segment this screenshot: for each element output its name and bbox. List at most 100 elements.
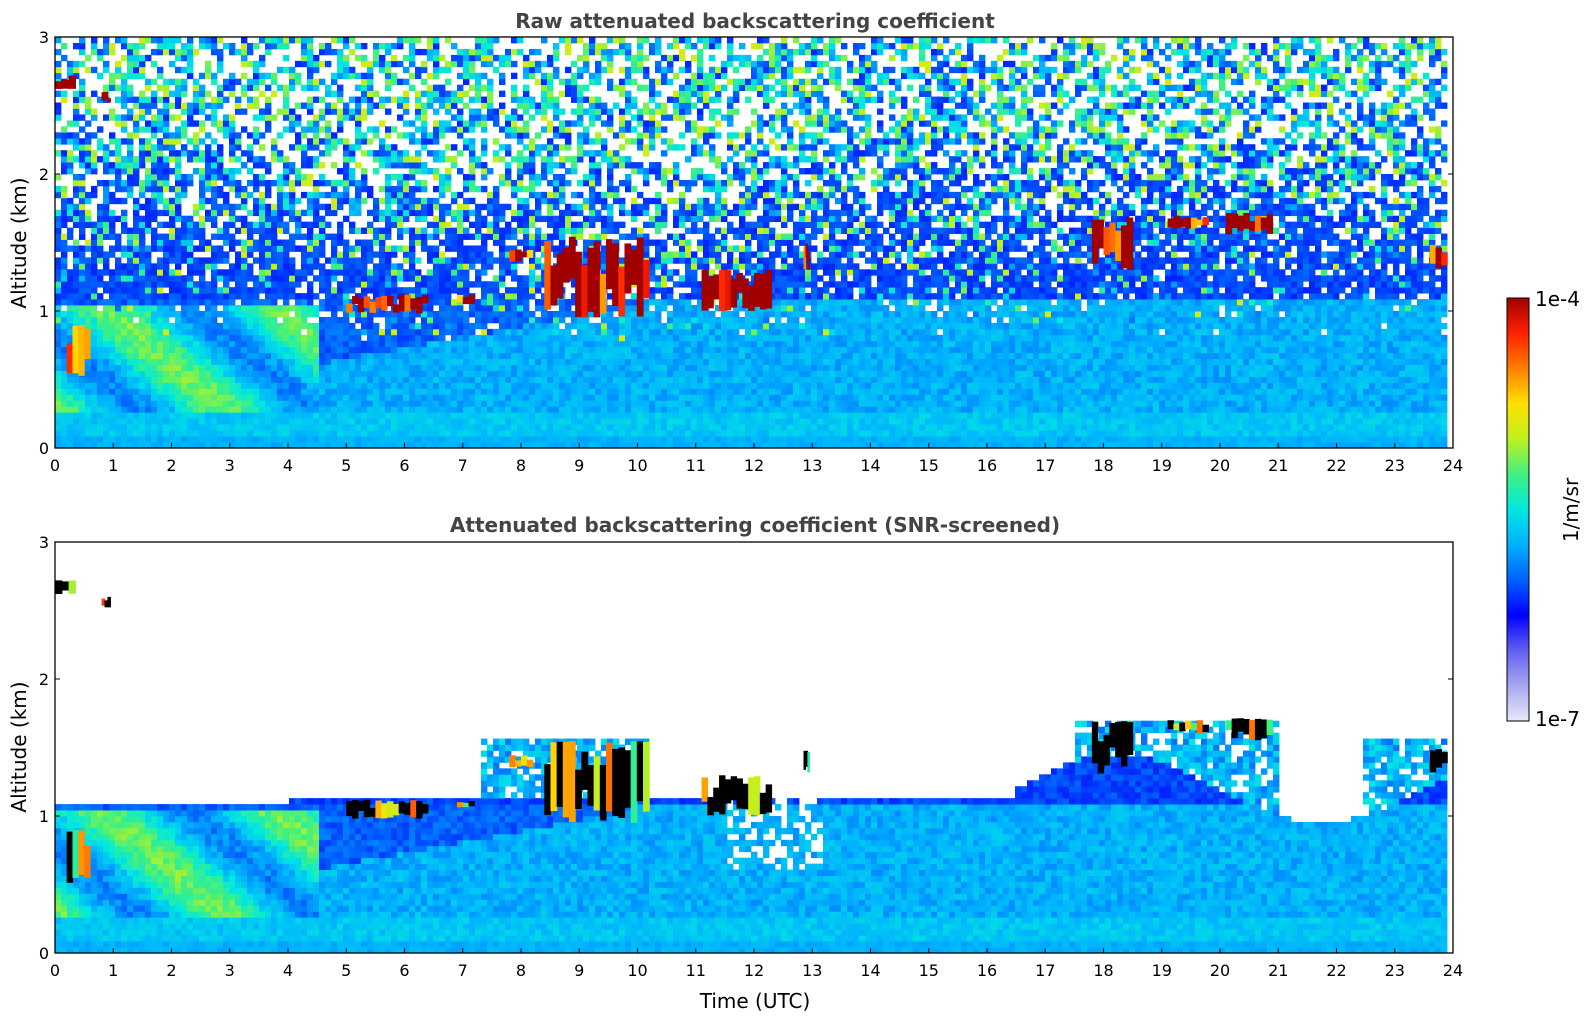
heatmap-cell — [511, 299, 517, 305]
heatmap-cell — [331, 162, 337, 168]
heatmap-cell — [481, 293, 487, 299]
heatmap-cell — [205, 287, 211, 293]
heatmap-cell — [535, 174, 541, 180]
heatmap-cell — [565, 37, 571, 43]
heatmap-cell — [493, 412, 499, 418]
heatmap-cell — [193, 388, 199, 394]
heatmap-cell — [145, 382, 151, 388]
heatmap-cell — [79, 269, 85, 275]
heatmap-cell — [481, 377, 487, 383]
heatmap-cell — [223, 192, 229, 198]
heatmap-cell — [217, 400, 223, 406]
heatmap-cell — [361, 91, 367, 97]
heatmap-cell — [367, 61, 373, 67]
heatmap-cell — [499, 347, 505, 353]
heatmap-cell — [229, 43, 235, 49]
heatmap-cell — [517, 281, 523, 287]
heatmap-cell — [187, 73, 193, 79]
heatmap-cell — [67, 162, 73, 168]
heatmap-cell — [61, 97, 67, 103]
heatmap-cell — [229, 436, 235, 442]
heatmap-cell — [61, 257, 67, 263]
heatmap-cell — [367, 418, 373, 424]
heatmap-cell — [187, 67, 193, 73]
heatmap-cell — [277, 394, 283, 400]
heatmap-cell — [391, 436, 397, 442]
heatmap-cell — [103, 37, 109, 43]
heatmap-cell — [337, 138, 343, 144]
heatmap-cell — [115, 311, 121, 317]
heatmap-cell — [79, 400, 85, 406]
heatmap-cell — [169, 388, 175, 394]
heatmap-cell — [481, 311, 487, 317]
heatmap-cell — [301, 341, 307, 347]
heatmap-cell — [85, 156, 91, 162]
heatmap-cell — [433, 412, 439, 418]
heatmap-cell — [493, 293, 499, 299]
heatmap-cell — [247, 240, 253, 246]
heatmap-cell — [391, 73, 397, 79]
heatmap-cell — [427, 257, 433, 263]
heatmap-cell — [475, 424, 481, 430]
heatmap-cell — [541, 103, 547, 109]
heatmap-cell — [571, 436, 577, 442]
heatmap-cell — [223, 388, 229, 394]
heatmap-cell — [169, 61, 175, 67]
heatmap-cell — [313, 222, 319, 228]
heatmap-cell — [535, 216, 541, 222]
heatmap-cell — [109, 85, 115, 91]
heatmap-cell — [265, 103, 271, 109]
heatmap-cell — [235, 293, 241, 299]
heatmap-cell — [127, 67, 133, 73]
heatmap-cell — [193, 323, 199, 329]
heatmap-cell — [349, 97, 355, 103]
heatmap-cell — [109, 281, 115, 287]
heatmap-cell — [445, 240, 451, 246]
heatmap-cell — [181, 388, 187, 394]
heatmap-cell — [295, 61, 301, 67]
heatmap-cell — [307, 198, 313, 204]
heatmap-cell — [499, 269, 505, 275]
heatmap-cell — [433, 168, 439, 174]
heatmap-cell — [535, 365, 541, 371]
heatmap-cell — [343, 257, 349, 263]
heatmap-cell — [367, 228, 373, 234]
heatmap-cell — [157, 359, 163, 365]
heatmap-cell — [265, 97, 271, 103]
heatmap-cell — [103, 192, 109, 198]
heatmap-cell — [325, 418, 331, 424]
heatmap-cell — [205, 216, 211, 222]
heatmap-cell — [553, 97, 559, 103]
heatmap-cell — [373, 400, 379, 406]
heatmap-cell — [589, 186, 595, 192]
heatmap-cell — [163, 293, 169, 299]
heatmap-cell — [379, 257, 385, 263]
heatmap-cell — [325, 365, 331, 371]
heatmap-cell — [517, 103, 523, 109]
heatmap-cell — [295, 388, 301, 394]
heatmap-cell — [139, 430, 145, 436]
heatmap-cell — [493, 436, 499, 442]
heatmap-cell — [193, 228, 199, 234]
heatmap-cell — [553, 180, 559, 186]
heatmap-cell — [415, 329, 421, 335]
heatmap-cell — [169, 293, 175, 299]
heatmap-cell — [457, 394, 463, 400]
heatmap-cell — [397, 406, 403, 412]
heatmap-cell — [439, 311, 445, 317]
heatmap-cell — [151, 418, 157, 424]
heatmap-cell — [583, 341, 589, 347]
heatmap-cell — [259, 305, 265, 311]
heatmap-cell — [523, 103, 529, 109]
heatmap-cell — [433, 371, 439, 377]
heatmap-cell — [337, 251, 343, 257]
heatmap-cell — [115, 424, 121, 430]
heatmap-cell — [127, 323, 133, 329]
heatmap-cell — [571, 418, 577, 424]
heatmap-cell — [409, 388, 415, 394]
heatmap-cell — [223, 377, 229, 383]
heatmap-cell — [559, 400, 565, 406]
heatmap-cell — [133, 114, 139, 120]
heatmap-cell — [187, 234, 193, 240]
heatmap-cell — [217, 162, 223, 168]
